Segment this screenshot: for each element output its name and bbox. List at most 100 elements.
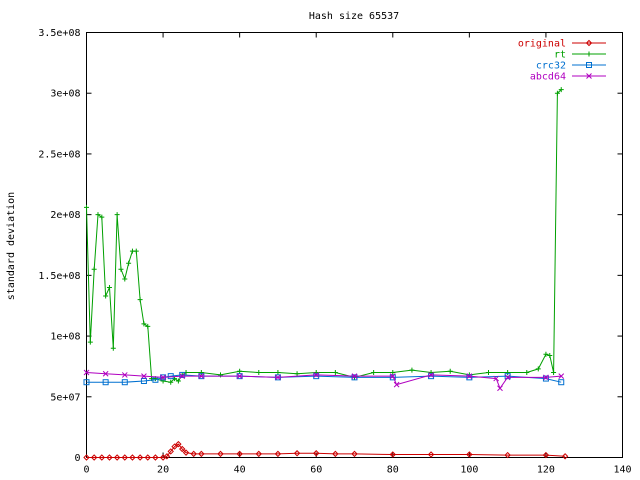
data-point bbox=[160, 378, 166, 384]
x-tick-label: 120 bbox=[537, 465, 555, 476]
x-tick-label: 140 bbox=[613, 465, 631, 476]
data-point bbox=[133, 248, 139, 254]
legend-label: rt bbox=[554, 50, 566, 61]
data-point bbox=[83, 379, 90, 386]
data-point bbox=[427, 451, 435, 458]
y-axis: 0 5e+07 1e+08 1.5e+08 2e+08 2.5e+08 3e+08 3.5e+… bbox=[38, 28, 623, 464]
data-point bbox=[554, 90, 560, 96]
data-point bbox=[217, 450, 224, 458]
data-point bbox=[145, 323, 151, 329]
x-tick-label: 40 bbox=[234, 465, 246, 476]
legend-marker bbox=[585, 39, 593, 47]
data-point bbox=[103, 293, 109, 299]
data-point bbox=[409, 367, 415, 373]
data-point bbox=[332, 450, 339, 458]
data-point bbox=[121, 379, 128, 386]
data-point bbox=[351, 450, 358, 458]
legend-label: original bbox=[518, 39, 566, 50]
data-point bbox=[167, 448, 174, 455]
data-point bbox=[389, 373, 396, 379]
data-point bbox=[118, 266, 124, 272]
y-tick-label: 1e+08 bbox=[50, 332, 80, 343]
x-tick-label: 20 bbox=[157, 465, 169, 476]
legend-label: abcd64 bbox=[530, 72, 566, 83]
data-point bbox=[486, 370, 491, 375]
data-point bbox=[561, 453, 569, 460]
data-point bbox=[91, 266, 97, 272]
x-tick-label: 100 bbox=[460, 465, 478, 476]
data-point bbox=[428, 372, 434, 378]
data-point bbox=[535, 366, 541, 372]
series-abcd64 bbox=[83, 369, 565, 392]
data-point bbox=[274, 450, 282, 458]
data-point bbox=[141, 321, 147, 327]
legend-marker bbox=[586, 62, 592, 68]
data-point bbox=[428, 370, 434, 375]
data-point bbox=[140, 378, 147, 384]
x-tick-label: 60 bbox=[310, 465, 322, 476]
data-point bbox=[256, 370, 262, 375]
data-point bbox=[144, 454, 151, 461]
y-tick-label: 5e+07 bbox=[50, 392, 80, 403]
data-point bbox=[141, 373, 147, 379]
data-point bbox=[121, 372, 128, 378]
data-point bbox=[542, 451, 550, 459]
data-point bbox=[313, 450, 320, 457]
data-point bbox=[547, 353, 553, 358]
y-axis-label: standard deviation bbox=[6, 192, 17, 300]
data-point bbox=[389, 374, 396, 381]
data-point bbox=[198, 373, 205, 379]
data-point bbox=[98, 454, 106, 461]
data-point bbox=[121, 454, 128, 461]
chart-title: Hash size 65537 bbox=[309, 11, 399, 22]
data-point bbox=[505, 370, 511, 375]
x-tick-label: 0 bbox=[83, 465, 89, 476]
data-point bbox=[466, 373, 473, 379]
series-line bbox=[86, 443, 566, 458]
data-point bbox=[175, 378, 181, 384]
data-point bbox=[542, 375, 549, 382]
legend-marker bbox=[586, 73, 592, 79]
data-point bbox=[275, 370, 281, 375]
data-point bbox=[168, 379, 174, 385]
data-point bbox=[524, 370, 530, 375]
y-tick-label: 0 bbox=[74, 453, 80, 464]
data-point bbox=[313, 372, 320, 378]
data-point bbox=[198, 450, 205, 458]
data-point bbox=[389, 451, 396, 458]
data-point bbox=[255, 450, 262, 458]
data-point bbox=[87, 339, 93, 345]
data-point bbox=[171, 443, 178, 450]
data-point bbox=[182, 449, 190, 456]
series-original bbox=[83, 440, 569, 461]
data-point bbox=[504, 374, 511, 381]
data-point bbox=[351, 373, 358, 379]
data-point bbox=[393, 381, 400, 388]
series-layer bbox=[83, 87, 569, 461]
data-point bbox=[551, 370, 557, 375]
data-point bbox=[497, 385, 503, 392]
data-point bbox=[106, 285, 112, 290]
data-point bbox=[110, 345, 116, 351]
x-axis: 0 20 40 60 80 100 120 140 bbox=[83, 32, 632, 476]
data-point bbox=[114, 212, 120, 218]
data-point bbox=[126, 260, 132, 266]
data-point bbox=[558, 379, 565, 386]
data-point bbox=[466, 374, 473, 381]
data-point bbox=[313, 373, 320, 380]
data-point bbox=[332, 370, 338, 375]
data-point bbox=[113, 454, 121, 461]
y-tick-label: 2.5e+08 bbox=[38, 149, 80, 160]
series-rt bbox=[84, 87, 564, 385]
data-point bbox=[428, 373, 435, 380]
data-point bbox=[558, 373, 565, 379]
y-tick-label: 3.5e+08 bbox=[38, 28, 80, 39]
data-point bbox=[175, 440, 182, 448]
data-point bbox=[275, 374, 281, 381]
data-point bbox=[466, 451, 473, 458]
data-point bbox=[293, 450, 301, 457]
legend-marker bbox=[586, 51, 592, 57]
data-point bbox=[493, 375, 500, 382]
data-point bbox=[84, 204, 89, 210]
